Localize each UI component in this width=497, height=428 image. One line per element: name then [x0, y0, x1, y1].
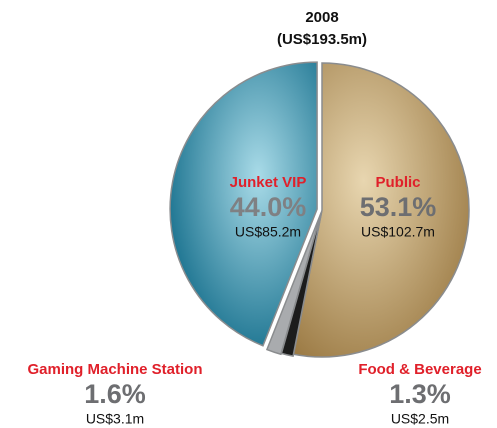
slice-percent: 1.3%: [389, 379, 451, 409]
slice-label: Junket VIP: [230, 174, 307, 191]
slice-percent: 1.6%: [84, 379, 146, 409]
pie-slice: [265, 212, 322, 356]
slice-label: Gaming Machine Station: [27, 361, 202, 378]
slice-percent: 53.1%: [360, 192, 437, 222]
slice-amount: US$102.7m: [361, 224, 435, 240]
chart-subtitle: (US$193.5m): [277, 31, 367, 48]
chart-title: 2008: [305, 9, 338, 26]
slice-amount: US$3.1m: [86, 411, 144, 427]
slice-amount: US$2.5m: [391, 411, 449, 427]
pie-slice: [169, 61, 318, 347]
slice-amount: US$85.2m: [235, 224, 301, 240]
pie-slice: [292, 62, 470, 358]
slice-percent: 44.0%: [230, 192, 307, 222]
slice-label: Food & Beverage: [358, 361, 481, 378]
slice-label: Public: [375, 174, 420, 191]
